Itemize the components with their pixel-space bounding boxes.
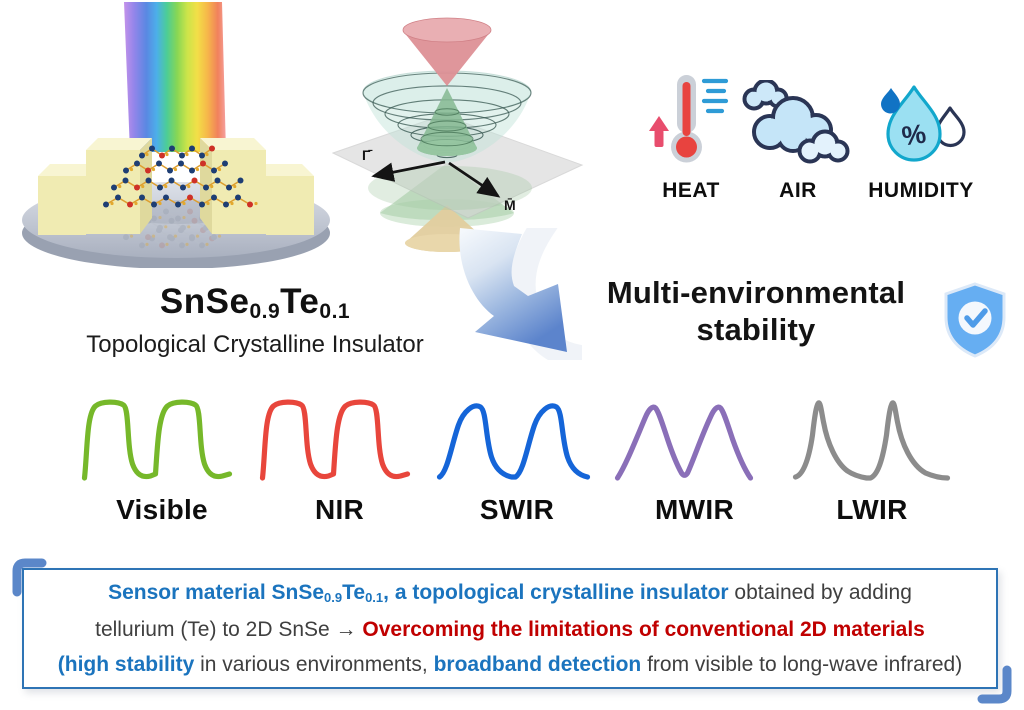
summary-segment: obtained by adding [728,581,912,604]
check-icon [964,308,988,328]
lattice-reflection [103,208,258,249]
inner-dirac-cone [417,88,477,156]
band-label: MWIR [655,494,734,525]
summary-segment: broadband detection [433,653,642,676]
summary-segment: tellurium (Te) to 2D SnSe → [95,618,363,641]
band-row: Visible NIR SWIR MWIR LWIR [78,390,956,526]
summary-segment: Sensor material SnSe [108,581,325,604]
band-nir: NIR [256,390,424,526]
env-label-heat: HEAT [662,179,720,202]
thermometer-rising-icon [649,75,729,163]
gamma-axis-arrow [371,160,446,182]
summary-line: Sensor material SnSe0.9Te0.1, a topologi… [24,575,996,612]
summary-segment: , a topological crystalline insulator [383,581,729,604]
formula-segment: Te [280,282,320,321]
rainbow-light-beam [124,2,226,152]
summary-segment: (high stability [57,653,195,676]
device-illustration [22,2,330,268]
band-swir: SWIR [433,390,601,526]
band-waveform [792,400,951,481]
material-subtitle: Topological Crystalline Insulator [86,331,424,358]
env-label-air: AIR [779,179,817,202]
band-label: LWIR [836,494,908,525]
band-label: Visible [116,494,208,525]
gamma-point-label: Γ̄ [362,147,373,163]
curved-flow-arrow-icon [459,228,582,360]
band-waveform [81,399,233,481]
band-waveform [259,399,410,481]
summary-box: Sensor material SnSe0.9Te0.1, a topologi… [22,568,998,689]
momentum-arrows [371,160,501,198]
summary-segment: from visible to long-wave infrared) [641,653,963,676]
summary-segment: 0.9 [324,590,343,606]
band-label: SWIR [479,494,555,525]
water-drops-percent-icon: % [881,85,966,162]
band-label: NIR [314,494,365,525]
stability-title-line2: stability [696,312,816,347]
band-waveform [614,404,753,481]
env-label-humidity: HUMIDITY [868,179,974,202]
summary-text: Sensor material SnSe0.9Te0.1, a topologi… [24,575,996,682]
summary-segment: 0.1 [365,590,384,606]
summary-line: (high stability in various environments,… [24,647,996,682]
up-arrow-icon [649,116,669,147]
summary-segment: in various environments, [194,653,434,676]
upper-dirac-cone [402,17,492,86]
band-lwir: LWIR [788,390,956,526]
stability-title: Multi-environmental stability [578,274,934,348]
shield-check-icon [944,282,1006,358]
clouds-icon [742,80,850,164]
summary-line: tellurium (Te) to 2D SnSe → Overcoming t… [24,612,996,647]
svg-text:%: % [900,118,928,151]
formula-segment: 0.9 [249,299,281,323]
material-formula: SnSe0.9Te0.1 [35,282,475,323]
summary-segment: Overcoming the limitations of convention… [362,618,925,641]
gold-electrode-right [200,138,314,235]
band-mwir: MWIR [611,390,779,526]
m-axis-arrow [448,161,501,198]
band-visible: Visible [78,390,246,526]
summary-segment: Te [342,581,366,604]
momentum-plane [332,114,584,219]
crystal-lattice [103,145,258,208]
dirac-cone-diagram: Γ̄ M̄ [332,17,584,252]
formula-segment: 0.1 [319,299,351,323]
m-point-label: M̄ [504,196,516,213]
corner-bracket-top-left-icon [12,558,47,597]
corner-bracket-bottom-right-icon [977,665,1012,704]
material-block: SnSe0.9Te0.1 Topological Crystalline Ins… [35,282,475,359]
formula-segment: SnSe [159,282,250,321]
band-waveform [436,403,591,480]
stability-title-line1: Multi-environmental [606,275,906,310]
